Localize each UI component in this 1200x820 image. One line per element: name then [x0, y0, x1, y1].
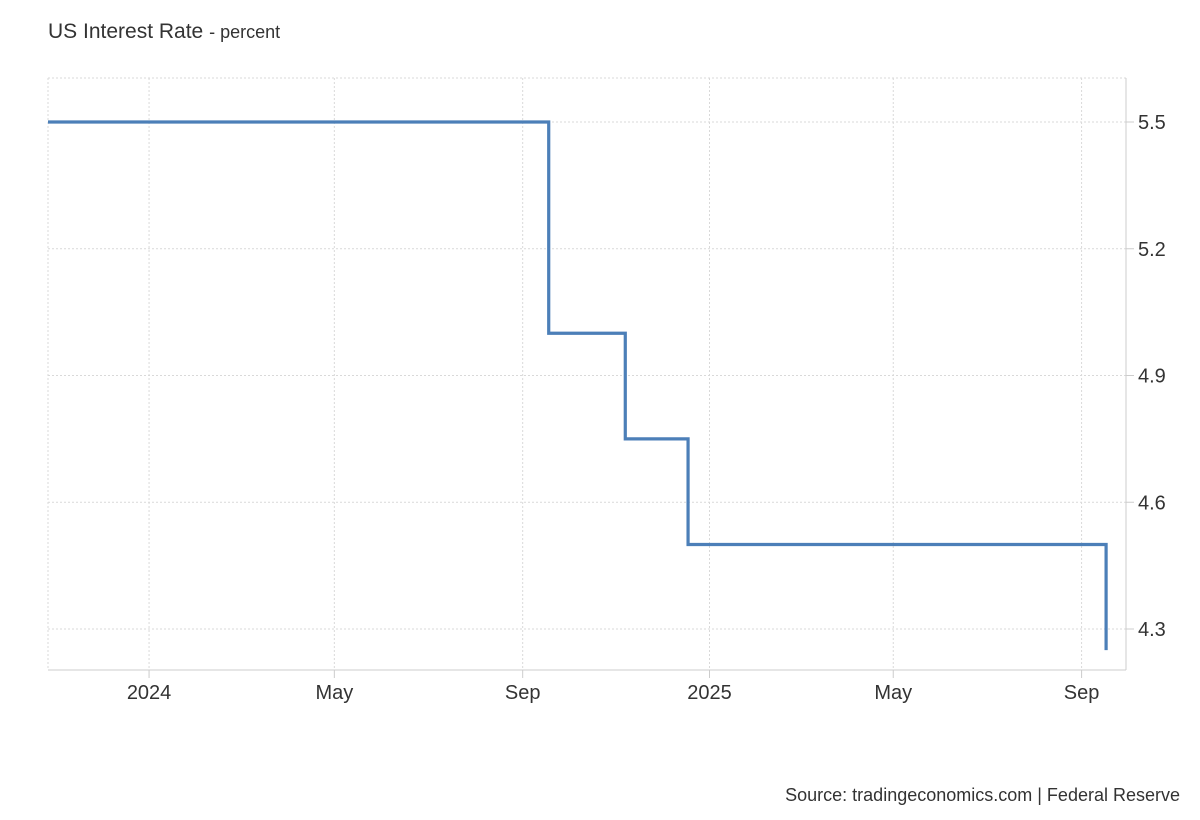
x-tick-label: May	[874, 682, 912, 704]
x-tick-label: Sep	[505, 682, 541, 704]
axes	[48, 78, 1134, 678]
chart-title: US Interest Rate - percent	[48, 20, 280, 44]
x-tick-label: 2024	[127, 682, 172, 704]
y-tick-label: 4.9	[1138, 366, 1166, 388]
x-tick-label: Sep	[1064, 682, 1100, 704]
x-tick-label: May	[315, 682, 353, 704]
y-tick-label: 5.5	[1138, 112, 1166, 134]
tick-labels: 5.5 5.2 4.9 4.6 4.3 2024 May Sep 2025 May Sep	[127, 112, 1166, 704]
series-layer	[48, 120, 1108, 651]
y-tick-label: 5.2	[1138, 239, 1166, 261]
series-line	[48, 120, 1108, 651]
x-tick-label: 2025	[687, 682, 732, 704]
y-tick-label: 4.6	[1138, 492, 1166, 514]
source-note: Source: tradingeconomics.com | Federal R…	[785, 785, 1180, 805]
y-tick-label: 4.3	[1138, 619, 1166, 641]
grid	[47, 77, 1126, 670]
chart-title-text: US Interest Rate	[48, 20, 204, 43]
chart-unit: - percent	[209, 22, 281, 42]
